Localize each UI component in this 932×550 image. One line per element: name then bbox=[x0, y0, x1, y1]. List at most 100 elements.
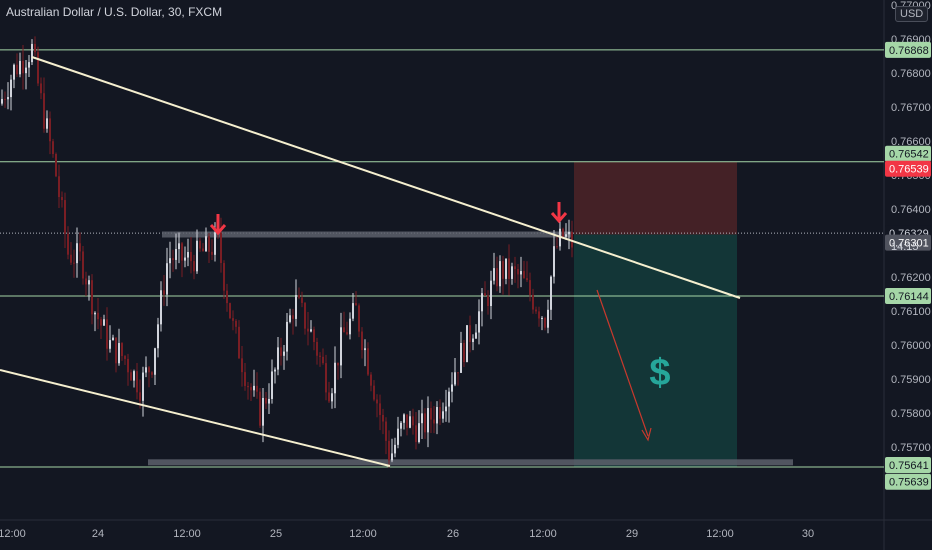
candle-body bbox=[493, 268, 495, 281]
candle-body bbox=[178, 243, 180, 250]
candle-body bbox=[115, 337, 117, 364]
candle-body bbox=[145, 367, 147, 373]
y-tick-label: 0.76100 bbox=[891, 306, 931, 318]
candle-body bbox=[511, 266, 513, 279]
y-tick-label: 0.76400 bbox=[891, 204, 931, 216]
candle-body bbox=[430, 408, 432, 420]
candle-body bbox=[448, 391, 450, 407]
candle-body bbox=[232, 318, 234, 321]
candle-body bbox=[550, 276, 552, 310]
candle-body bbox=[76, 243, 78, 264]
take-profit-zone[interactable] bbox=[574, 234, 737, 468]
candle-body bbox=[541, 317, 543, 319]
lower-trend-line[interactable] bbox=[0, 369, 391, 467]
candle-body bbox=[358, 305, 360, 332]
candle-body bbox=[349, 318, 351, 335]
candle-body bbox=[133, 371, 135, 381]
x-tick-label: 30 bbox=[802, 528, 814, 540]
candle-body bbox=[343, 327, 345, 333]
candle-body bbox=[538, 311, 540, 319]
support-zone[interactable] bbox=[148, 459, 793, 466]
candle-body bbox=[151, 372, 153, 375]
candle-body bbox=[88, 280, 90, 285]
candle-body bbox=[508, 258, 510, 279]
price-label: 0.75641 bbox=[889, 460, 929, 472]
candle-body bbox=[250, 387, 252, 391]
candle-body bbox=[439, 407, 441, 419]
candle-body bbox=[43, 93, 45, 129]
candle-body bbox=[82, 251, 84, 279]
candle-body bbox=[319, 355, 321, 357]
chart-title: Australian Dollar / U.S. Dollar, 30, FXC… bbox=[6, 5, 223, 19]
resistance-zone[interactable] bbox=[162, 231, 572, 238]
price-label: 0.76868 bbox=[889, 45, 929, 57]
candle-body bbox=[421, 413, 423, 424]
candle-body bbox=[94, 312, 96, 315]
candle-body bbox=[499, 261, 501, 287]
price-label-bg bbox=[885, 145, 931, 162]
candle-body bbox=[301, 297, 303, 303]
candle-body bbox=[271, 371, 273, 399]
candle-body bbox=[22, 60, 24, 74]
candle-body bbox=[466, 325, 468, 363]
candle-body bbox=[220, 232, 222, 264]
stop-loss-zone[interactable] bbox=[574, 161, 737, 235]
candle-body bbox=[28, 62, 30, 68]
candle-body bbox=[91, 280, 93, 315]
candle-body bbox=[190, 252, 192, 262]
projection-arrow-head[interactable] bbox=[641, 427, 652, 442]
down-arrow-left-head[interactable] bbox=[209, 224, 227, 236]
candle-body bbox=[424, 413, 426, 433]
candle-body bbox=[199, 240, 201, 249]
candle-body bbox=[103, 319, 105, 326]
dollar-sign-icon: $ bbox=[649, 352, 670, 394]
candle-body bbox=[229, 303, 231, 319]
candle-body bbox=[406, 414, 408, 428]
candle-body bbox=[67, 233, 69, 255]
down-arrow-right-head[interactable] bbox=[550, 212, 568, 224]
candle-body bbox=[352, 303, 354, 319]
candle-body bbox=[364, 348, 366, 351]
candle-body bbox=[340, 327, 342, 366]
currency-badge[interactable]: USD bbox=[895, 6, 929, 22]
candle-body bbox=[547, 309, 549, 328]
candle-body bbox=[208, 236, 210, 252]
candle-body bbox=[394, 444, 396, 454]
candle-body bbox=[175, 249, 177, 260]
candle-body bbox=[160, 290, 162, 325]
candle-body bbox=[136, 371, 138, 393]
candle-body bbox=[289, 315, 291, 322]
candle-body bbox=[418, 423, 420, 443]
candle-body bbox=[535, 309, 537, 312]
candle-body bbox=[37, 52, 39, 84]
candle-body bbox=[109, 340, 111, 349]
projection-arrow[interactable] bbox=[596, 289, 649, 437]
x-tick-label: 12:00 bbox=[349, 528, 377, 540]
candle-body bbox=[478, 311, 480, 333]
candle-body bbox=[73, 262, 75, 264]
price-label-bg bbox=[885, 41, 931, 58]
candle-body bbox=[391, 453, 393, 461]
y-tick-label: 0.76200 bbox=[891, 272, 931, 284]
candle-body bbox=[517, 269, 519, 275]
candle-body bbox=[385, 421, 387, 441]
x-tick-label: 12:00 bbox=[0, 528, 26, 540]
candle-body bbox=[25, 67, 27, 74]
candle-body bbox=[412, 416, 414, 426]
upper-trend-line[interactable] bbox=[31, 56, 741, 299]
candle-body bbox=[355, 303, 357, 306]
candle-body bbox=[124, 356, 126, 359]
candle-body bbox=[283, 351, 285, 356]
candle-body bbox=[85, 278, 87, 285]
candle-body bbox=[436, 407, 438, 424]
candle-body bbox=[529, 280, 531, 295]
candle-body bbox=[523, 271, 525, 279]
candle-body bbox=[127, 358, 129, 373]
candle-body bbox=[514, 266, 516, 270]
candle-body bbox=[154, 348, 156, 375]
candle-body bbox=[184, 257, 186, 261]
candle-body bbox=[373, 385, 375, 400]
x-tick-label: 25 bbox=[270, 528, 282, 540]
